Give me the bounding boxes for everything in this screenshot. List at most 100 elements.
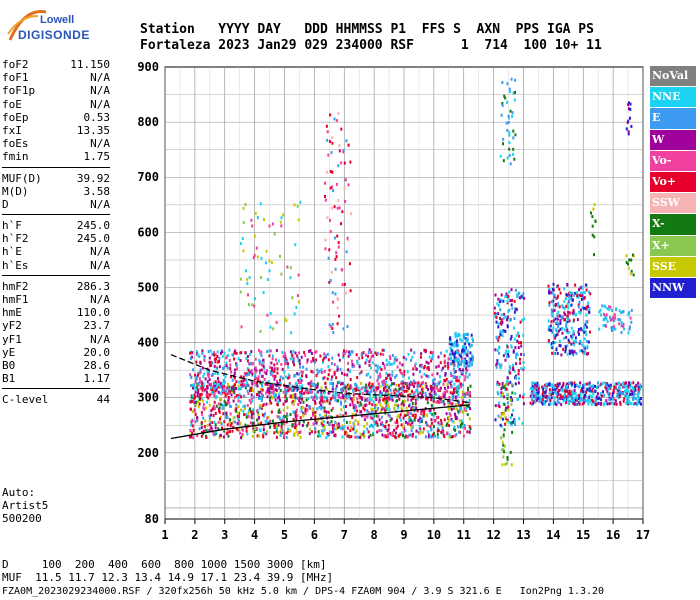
echo-pixel [506,379,509,383]
param-row: yF1 N/A [2,333,110,346]
echo-pixel [578,393,580,397]
echo-pixel [260,396,263,399]
echo-pixel [191,396,194,399]
echo-pixel [331,322,334,326]
echo-pixel [603,401,606,405]
echo-pixel [346,325,349,328]
echo-pixel [357,420,360,424]
echo-pixel [519,357,521,361]
echo-pixel [304,412,307,416]
echo-pixel [507,294,510,298]
echo-pixel [269,391,272,394]
echo-pixel [499,423,502,427]
echo-pixel [386,376,389,380]
echo-pixel [423,410,426,413]
echo-pixel [447,365,450,369]
echo-pixel [196,391,199,395]
echo-pixel [267,380,270,384]
echo-pixel [450,346,453,350]
echo-pixel [428,355,431,359]
echo-pixel [294,351,297,355]
echo-pixel [626,391,629,395]
echo-pixel [367,372,370,376]
echo-pixel [514,374,517,378]
echo-pixel [344,178,347,182]
echo-pixel [627,401,630,405]
echo-pixel [276,382,279,385]
echo-pixel [236,367,239,371]
echo-pixel [508,308,511,312]
echo-pixel [311,383,314,386]
echo-pixel [570,350,573,354]
echo-pixel [631,253,634,257]
echo-pixel [365,383,368,387]
echo-pixel [312,413,315,417]
echo-pixel [502,392,505,396]
echo-pixel [254,370,257,374]
echo-pixel [570,326,573,330]
echo-pixel [572,318,575,322]
echo-pixel [607,392,610,396]
echo-pixel [449,357,452,361]
echo-pixel [449,406,452,410]
legend-item-nne: NNE [650,87,696,109]
echo-pixel [459,363,462,367]
param-value: 23.7 [83,319,111,333]
echo-pixel [376,370,379,374]
echo-pixel [518,334,520,338]
echo-pixel [208,419,211,423]
echo-pixel [370,389,373,393]
echo-pixel [338,358,341,362]
echo-pixel [383,348,386,352]
echo-pixel [412,413,415,417]
echo-pixel [545,390,547,394]
echo-pixel [460,407,463,411]
echo-pixel [506,324,509,328]
echo-pixel [326,432,329,435]
echo-pixel [398,387,401,391]
echo-pixel [581,402,584,406]
echo-pixel [600,382,603,386]
echo-pixel [340,371,343,375]
echo-pixel [434,419,437,423]
echo-pixel [461,383,464,387]
echo-pixel [299,381,302,384]
echo-pixel [435,416,438,419]
echo-pixel [513,98,516,102]
echo-pixel [459,409,462,413]
echo-pixel [215,357,218,361]
echo-pixel [412,372,415,376]
echo-pixel [618,309,621,313]
echo-pixel [610,397,613,401]
echo-pixel [271,222,274,226]
echo-pixel [384,408,387,412]
echo-pixel [201,352,204,355]
echo-pixel [494,293,497,297]
echo-pixel [573,291,576,295]
echo-pixel [358,365,361,369]
echo-pixel [376,423,379,427]
echo-pixel [203,356,206,360]
echo-pixel [280,224,283,228]
echo-pixel [298,351,301,355]
echo-pixel [558,305,561,309]
echo-pixel [345,139,348,143]
echo-pixel [343,425,346,429]
echo-pixel [316,419,319,423]
echo-pixel [211,421,214,424]
echo-pixel [233,357,236,361]
echo-pixel [366,412,369,416]
x-tick-label: 2 [191,528,198,542]
echo-pixel [385,385,388,388]
echo-pixel [552,319,555,323]
echo-pixel [439,386,442,390]
echo-pixel [500,113,503,117]
echo-pixel [433,411,436,415]
echo-pixel [338,381,341,384]
echo-pixel [625,389,628,393]
echo-pixel [414,394,417,398]
echo-pixel [213,392,216,396]
echo-pixel [458,419,461,423]
echo-pixel [406,382,409,385]
echo-pixel [468,356,471,360]
